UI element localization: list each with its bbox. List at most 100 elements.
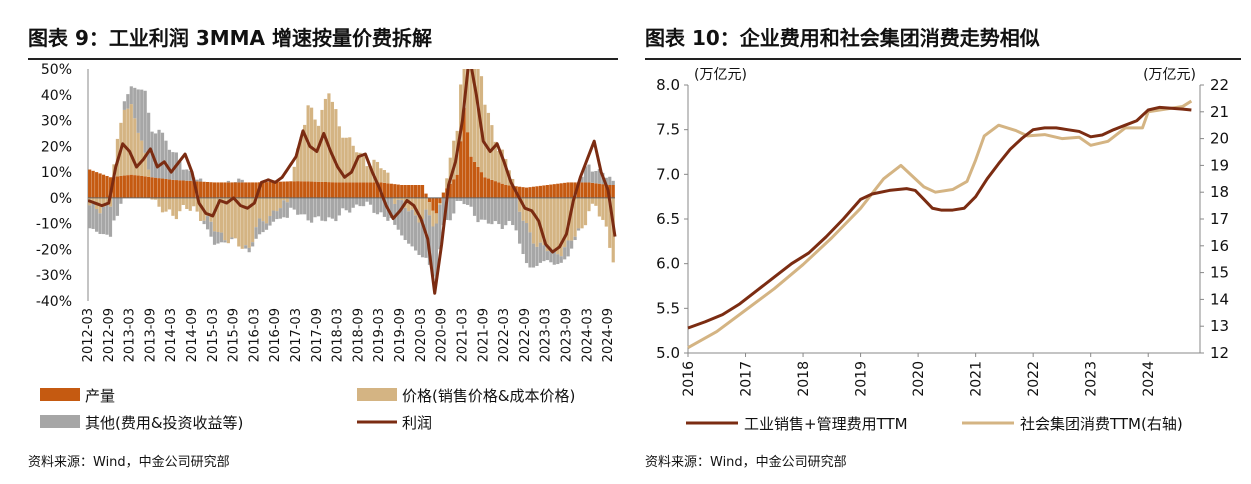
chart1-bar-volume: [396, 184, 400, 198]
chart1-bar-other: [195, 179, 199, 182]
chart1-bar-other: [556, 254, 560, 265]
chart1-bar-volume: [185, 180, 189, 198]
chart1-bar-price: [209, 197, 213, 222]
chart1-bar-price: [143, 152, 147, 177]
chart1-bar-other: [140, 89, 144, 141]
chart1-bar-other: [611, 180, 615, 185]
chart1-bar-other: [389, 197, 393, 219]
chart1-bar-volume: [472, 161, 477, 198]
chart1-bar-other: [566, 240, 570, 257]
chart1-bar-price: [261, 197, 265, 222]
chart1-bar-other: [240, 179, 244, 183]
chart1-bar-volume: [351, 182, 355, 198]
chart2-xtick-label: 2019: [854, 361, 870, 397]
chart1-bar-other: [282, 200, 286, 218]
chart1-bar-volume: [316, 181, 321, 198]
chart1-bar-volume: [327, 182, 331, 198]
chart1-bar-other: [417, 222, 421, 255]
chart1-legend-swatch: [357, 388, 397, 401]
chart1-bar-price: [545, 197, 549, 252]
chart1-bar-other: [185, 169, 189, 181]
chart1-bar-price: [538, 197, 543, 243]
chart1-bar-other: [216, 231, 220, 244]
chart1-bar-volume: [570, 182, 574, 198]
chart1-bar-other: [518, 211, 522, 244]
chart1-bar-price: [309, 107, 314, 182]
chart1-bar-other: [521, 220, 525, 255]
chart1-bar-price: [129, 104, 133, 175]
chart1-legend-label: 其他(费用&投资收益等): [85, 414, 243, 432]
chart1-ytick-label: 20%: [41, 139, 72, 155]
chart1-bar-volume: [160, 178, 165, 198]
chart1-xtick-label: 2023-03: [539, 308, 554, 362]
chart1-bar-other: [507, 197, 511, 221]
chart1-bar-other: [334, 197, 338, 222]
chart2-right-tick-label: 15: [1210, 264, 1229, 282]
chart1-bar-price: [462, 69, 466, 108]
chart1-xtick-label: 2019-09: [393, 308, 408, 362]
chart1-bar-volume: [362, 182, 366, 198]
chart1-bar-other: [254, 227, 258, 239]
chart1-bar-other: [205, 216, 210, 230]
chart1-bar-price: [257, 197, 262, 219]
chart1-bar-price: [205, 197, 210, 217]
chart1-bar-volume: [285, 181, 289, 198]
chart2-legend-label: 工业销售+管理费用TTM: [744, 415, 908, 433]
chart1-xtick-label: 2016-03: [247, 308, 262, 362]
chart1-bar-price: [573, 197, 577, 237]
chart1-bar-price: [542, 197, 546, 246]
chart1-bar-other: [115, 197, 120, 216]
chart1-bar-other: [91, 201, 95, 229]
chart1-bar-price: [188, 197, 192, 211]
chart1-bar-other: [559, 256, 563, 263]
chart1-bar-volume: [157, 178, 161, 198]
chart1-bar-volume: [320, 181, 324, 198]
chart1-bar-price: [469, 69, 473, 157]
chart1-bar-price: [344, 137, 348, 183]
chart1-bar-price: [382, 170, 386, 183]
chart1-bar-price: [549, 197, 553, 250]
chart1-title: 图表 9：工业利润 3MMA 增速按量价费拆解: [28, 26, 433, 50]
chart1-bar-other: [268, 216, 272, 226]
chart1-bar-price: [500, 149, 504, 184]
chart1-bar-price: [320, 109, 324, 182]
chart1-bar-volume: [289, 181, 293, 198]
chart1-bar-volume: [174, 180, 178, 198]
chart1-bar-price: [368, 166, 373, 183]
chart2-right-unit: (万亿元): [1143, 67, 1196, 83]
chart2-source: 资料来源：Wind，中金公司研究部: [645, 455, 847, 470]
chart1-bar-price: [185, 197, 189, 209]
chart1-bar-other: [493, 197, 497, 222]
chart1-bar-volume: [309, 181, 314, 198]
chart2-xtick-label: 2016: [681, 361, 697, 397]
chart1-ytick-label: 0%: [50, 191, 72, 207]
chart1-bar-volume: [583, 182, 588, 198]
chart1-bar-other: [167, 149, 172, 180]
chart1-bar-price: [101, 197, 106, 207]
chart1-bar-price: [108, 197, 113, 207]
chart1-bar-volume: [403, 185, 407, 198]
chart1-bar-other: [434, 223, 439, 281]
chart1-bar-other: [122, 101, 126, 110]
chart1-bar-volume: [538, 185, 543, 198]
chart1-bar-other: [289, 197, 293, 208]
chart1-bar-other: [552, 249, 556, 265]
chart1-title-rule: [28, 58, 618, 60]
chart2-xtick-label: 2017: [739, 361, 755, 397]
chart1-bar-other: [143, 90, 147, 153]
chart1-bar-other: [441, 197, 445, 226]
chart1-bar-price: [459, 84, 463, 142]
chart1-bar-price: [524, 197, 529, 224]
chart1-bar-other: [226, 180, 230, 183]
chart1-bar-volume: [261, 182, 265, 198]
chart1-bar-volume: [247, 182, 251, 198]
chart1-bar-volume: [410, 185, 414, 198]
chart1-bar-price: [219, 197, 224, 233]
chart1-xtick-label: 2021-09: [476, 308, 491, 362]
chart1-bar-volume: [181, 180, 185, 198]
chart1-bar-volume: [552, 184, 556, 198]
chart1-bar-volume: [330, 182, 334, 198]
chart1-bar-price: [438, 203, 442, 205]
chart1-bar-volume: [212, 182, 217, 198]
chart1-bar-price: [254, 197, 258, 228]
